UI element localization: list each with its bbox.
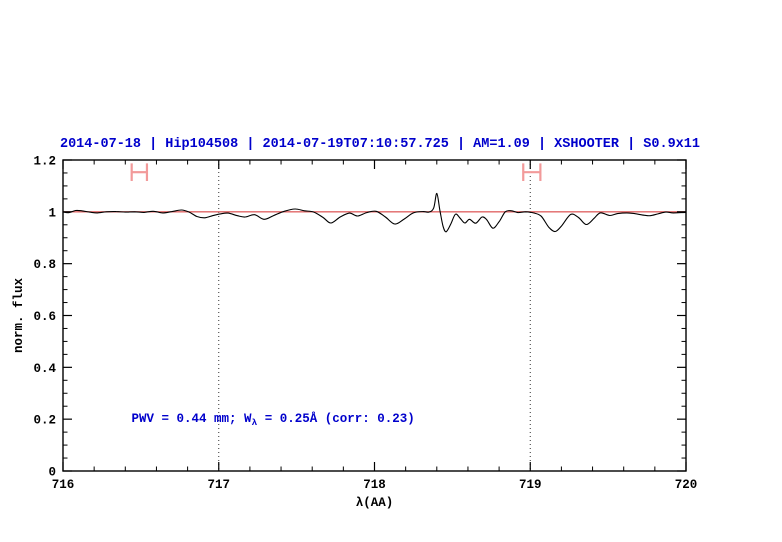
y-tick-label: 1	[48, 206, 56, 220]
x-tick-label: 720	[675, 478, 698, 492]
plot-title: 2014-07-18 | Hip104508 | 2014-07-19T07:1…	[59, 137, 700, 152]
y-tick-label: 0	[48, 466, 56, 480]
x-tick-label: 717	[207, 478, 230, 492]
x-tick-label: 719	[519, 478, 542, 492]
pwv-annotation: PWV = 0.44 mm; Wλ = 0.25Å (corr: 0.23)	[132, 411, 415, 428]
x-tick-label: 716	[52, 478, 75, 492]
x-tick-label: 718	[363, 478, 386, 492]
y-tick-label: 1.2	[33, 155, 56, 169]
y-axis-label: norm. flux	[12, 277, 26, 353]
y-tick-label: 0.4	[33, 362, 56, 376]
y-tick-label: 0.2	[33, 414, 56, 428]
y-tick-label: 0.8	[33, 258, 56, 272]
x-axis-label: λ(AA)	[356, 496, 394, 510]
spectrum-curve	[62, 192, 687, 233]
y-tick-label: 0.6	[33, 310, 56, 324]
